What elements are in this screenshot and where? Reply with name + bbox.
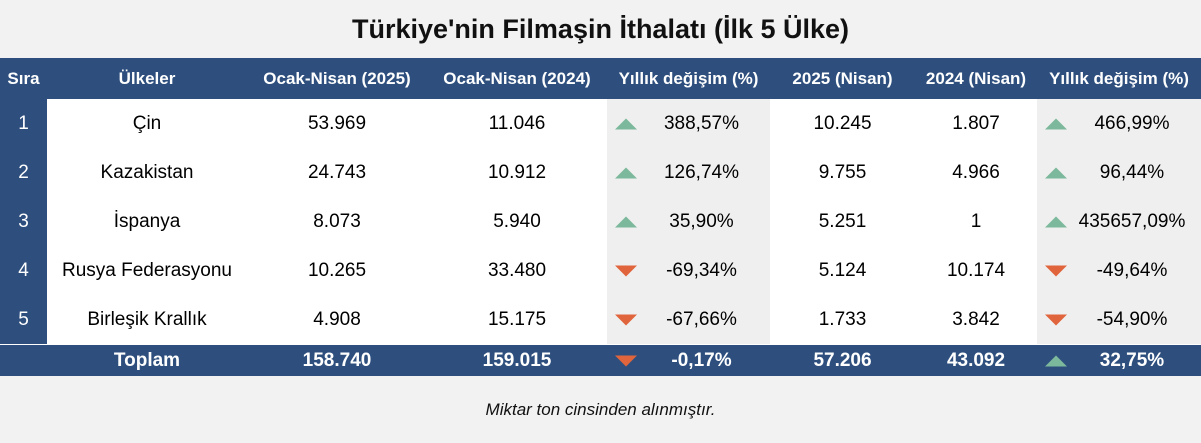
jan-apr-2024-cell: 15.175 — [427, 295, 607, 345]
apr-2025-cell: 1.733 — [770, 295, 915, 345]
total-label: Toplam — [47, 344, 247, 376]
country-cell: Çin — [47, 99, 247, 148]
jan-apr-2024-cell: 33.480 — [427, 246, 607, 295]
total-rank-cell — [0, 344, 47, 376]
up-arrow-icon — [1045, 355, 1067, 366]
yoy-change-2-cell: 435657,09% — [1037, 197, 1201, 246]
down-arrow-icon — [1045, 314, 1067, 325]
total-apr-2024: 43.092 — [915, 344, 1037, 376]
country-cell: İspanya — [47, 197, 247, 246]
yoy-change-1-cell-value: -69,34% — [666, 259, 737, 281]
table-row: 3 İspanya 8.073 5.940 35,90% 5.251 1 435657,09% — [0, 197, 1201, 246]
yoy-change-1-cell-value: -67,66% — [666, 308, 737, 330]
yoy-change-2-cell-value: 466,99% — [1094, 112, 1170, 134]
jan-apr-2025-cell: 53.969 — [247, 99, 427, 148]
rank-cell: 5 — [0, 295, 47, 345]
down-arrow-icon — [615, 265, 637, 276]
apr-2024-cell: 4.966 — [915, 148, 1037, 197]
yoy-change-1-cell-value: 388,57% — [663, 112, 739, 134]
apr-2025-cell: 5.124 — [770, 246, 915, 295]
rank-cell: 2 — [0, 148, 47, 197]
total-row: Toplam 158.740 159.015 -0,17% 57.206 43.… — [0, 344, 1201, 376]
apr-2025-cell: 10.245 — [770, 99, 915, 148]
yoy-change-1-cell: 126,74% — [607, 148, 770, 197]
apr-2025-cell: 5.251 — [770, 197, 915, 246]
down-arrow-icon — [615, 314, 637, 325]
yoy-change-1-cell: -69,34% — [607, 246, 770, 295]
yoy-change-2-cell-value: 435657,09% — [1078, 210, 1186, 232]
rank-cell: 1 — [0, 99, 47, 148]
country-cell: Rusya Federasyonu — [47, 246, 247, 295]
yoy-change-2-cell-value: -54,90% — [1096, 308, 1168, 330]
total-yoy-change-1-value: -0,17% — [671, 349, 732, 371]
country-cell: Birleşik Krallık — [47, 295, 247, 345]
total-yoy-change-2-value: 32,75% — [1099, 349, 1165, 371]
yoy-change-2-cell: 96,44% — [1037, 148, 1201, 197]
apr-2024-cell: 1.807 — [915, 99, 1037, 148]
up-arrow-icon — [1045, 167, 1067, 178]
jan-apr-2024-cell: 5.940 — [427, 197, 607, 246]
yoy-change-2-cell: 466,99% — [1037, 99, 1201, 148]
yoy-change-2-cell-value: 96,44% — [1099, 161, 1165, 183]
header-yoy-change-1: Yıllık değişim (%) — [607, 58, 770, 99]
rank-cell: 3 — [0, 197, 47, 246]
down-arrow-icon — [1045, 265, 1067, 276]
total-jan-apr-2024: 159.015 — [427, 344, 607, 376]
apr-2025-cell: 9.755 — [770, 148, 915, 197]
jan-apr-2025-cell: 24.743 — [247, 148, 427, 197]
up-arrow-icon — [1045, 216, 1067, 227]
jan-apr-2025-cell: 10.265 — [247, 246, 427, 295]
yoy-change-1-cell: -67,66% — [607, 295, 770, 345]
yoy-change-1-cell-value: 35,90% — [669, 210, 734, 232]
footnote: Miktar ton cinsinden alınmıştır. — [485, 400, 716, 419]
yoy-change-2-cell: -54,90% — [1037, 295, 1201, 345]
up-arrow-icon — [615, 167, 637, 178]
total-apr-2025: 57.206 — [770, 344, 915, 376]
country-cell: Kazakistan — [47, 148, 247, 197]
jan-apr-2025-cell: 8.073 — [247, 197, 427, 246]
apr-2024-cell: 1 — [915, 197, 1037, 246]
up-arrow-icon — [615, 216, 637, 227]
page-title: Türkiye'nin Filmaşin İthalatı (İlk 5 Ülk… — [0, 0, 1201, 59]
jan-apr-2024-cell: 10.912 — [427, 148, 607, 197]
yoy-change-2-cell: -49,64% — [1037, 246, 1201, 295]
up-arrow-icon — [615, 118, 637, 129]
yoy-change-1-cell: 388,57% — [607, 99, 770, 148]
import-table: Sıra Ülkeler Ocak-Nisan (2025) Ocak-Nisa… — [0, 58, 1201, 376]
table-row: 4 Rusya Federasyonu 10.265 33.480 -69,34% 5.1… — [0, 246, 1201, 295]
yoy-change-2-cell-value: -49,64% — [1096, 259, 1168, 281]
yoy-change-1-cell-value: 126,74% — [663, 161, 739, 183]
jan-apr-2025-cell: 4.908 — [247, 295, 427, 345]
total-jan-apr-2025: 158.740 — [247, 344, 427, 376]
table-row: 2 Kazakistan 24.743 10.912 126,74% 9.755 4.966… — [0, 148, 1201, 197]
jan-apr-2024-cell: 11.046 — [427, 99, 607, 148]
header-jan-apr-2025: Ocak-Nisan (2025) — [247, 58, 427, 99]
up-arrow-icon — [1045, 118, 1067, 129]
header-yoy-change-2: Yıllık değişim (%) — [1037, 58, 1201, 99]
total-yoy-change-1: -0,17% — [607, 344, 770, 376]
table-row: 1 Çin 53.969 11.046 388,57% 10.245 1.807 466,99… — [0, 99, 1201, 148]
header-apr-2024: 2024 (Nisan) — [915, 58, 1037, 99]
total-yoy-change-2: 32,75% — [1037, 344, 1201, 376]
table-row: 5 Birleşik Krallık 4.908 15.175 -67,66% 1.733… — [0, 295, 1201, 345]
header-apr-2025: 2025 (Nisan) — [770, 58, 915, 99]
yoy-change-1-cell: 35,90% — [607, 197, 770, 246]
header-jan-apr-2024: Ocak-Nisan (2024) — [427, 58, 607, 99]
down-arrow-icon — [615, 355, 637, 366]
header-country: Ülkeler — [47, 58, 247, 99]
header-rank: Sıra — [0, 58, 47, 99]
apr-2024-cell: 3.842 — [915, 295, 1037, 345]
header-row: Sıra Ülkeler Ocak-Nisan (2025) Ocak-Nisa… — [0, 58, 1201, 99]
rank-cell: 4 — [0, 246, 47, 295]
apr-2024-cell: 10.174 — [915, 246, 1037, 295]
